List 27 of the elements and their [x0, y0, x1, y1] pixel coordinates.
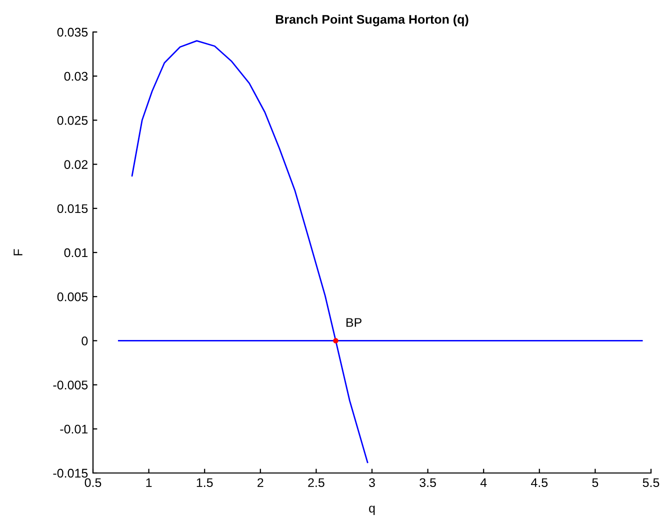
y-tick-label: 0.005 — [57, 292, 88, 302]
y-tick-label: 0.025 — [57, 116, 88, 125]
y-tick-label: 0.03 — [64, 72, 88, 81]
x-tick-label: 4.5 — [531, 478, 548, 488]
y-tick-label: 0.01 — [64, 248, 88, 258]
x-tick-label: 5 — [592, 478, 598, 488]
y-tick-label: 0.035 — [57, 28, 88, 37]
chart-title: Branch Point Sugama Horton (q) — [276, 14, 468, 26]
y-tick-label: -0.005 — [53, 380, 88, 390]
x-tick-label: 3.5 — [420, 478, 436, 488]
x-tick-label: 1.5 — [196, 478, 213, 488]
y-tick-label: 0.015 — [57, 204, 88, 214]
y-tick-label: -0.015 — [53, 468, 88, 478]
x-tick-label: 3 — [369, 478, 375, 488]
x-tick-label: 1 — [146, 478, 152, 487]
line-series — [131, 40, 368, 464]
x-tick-label: 5.5 — [642, 478, 660, 488]
y-axis-title: F — [14, 249, 22, 256]
x-tick-label: 0.5 — [84, 478, 102, 488]
y-tick-label: 0 — [82, 336, 88, 346]
x-axis-title: q — [369, 506, 375, 516]
x-tick-label: 2 — [258, 478, 264, 487]
y-tick-label: 0.02 — [64, 160, 88, 169]
x-tick-label: 4 — [480, 478, 487, 487]
annotation: BP — [346, 318, 362, 327]
x-tick-label: 2.5 — [308, 478, 324, 488]
y-tick-label: -0.01 — [60, 424, 88, 434]
